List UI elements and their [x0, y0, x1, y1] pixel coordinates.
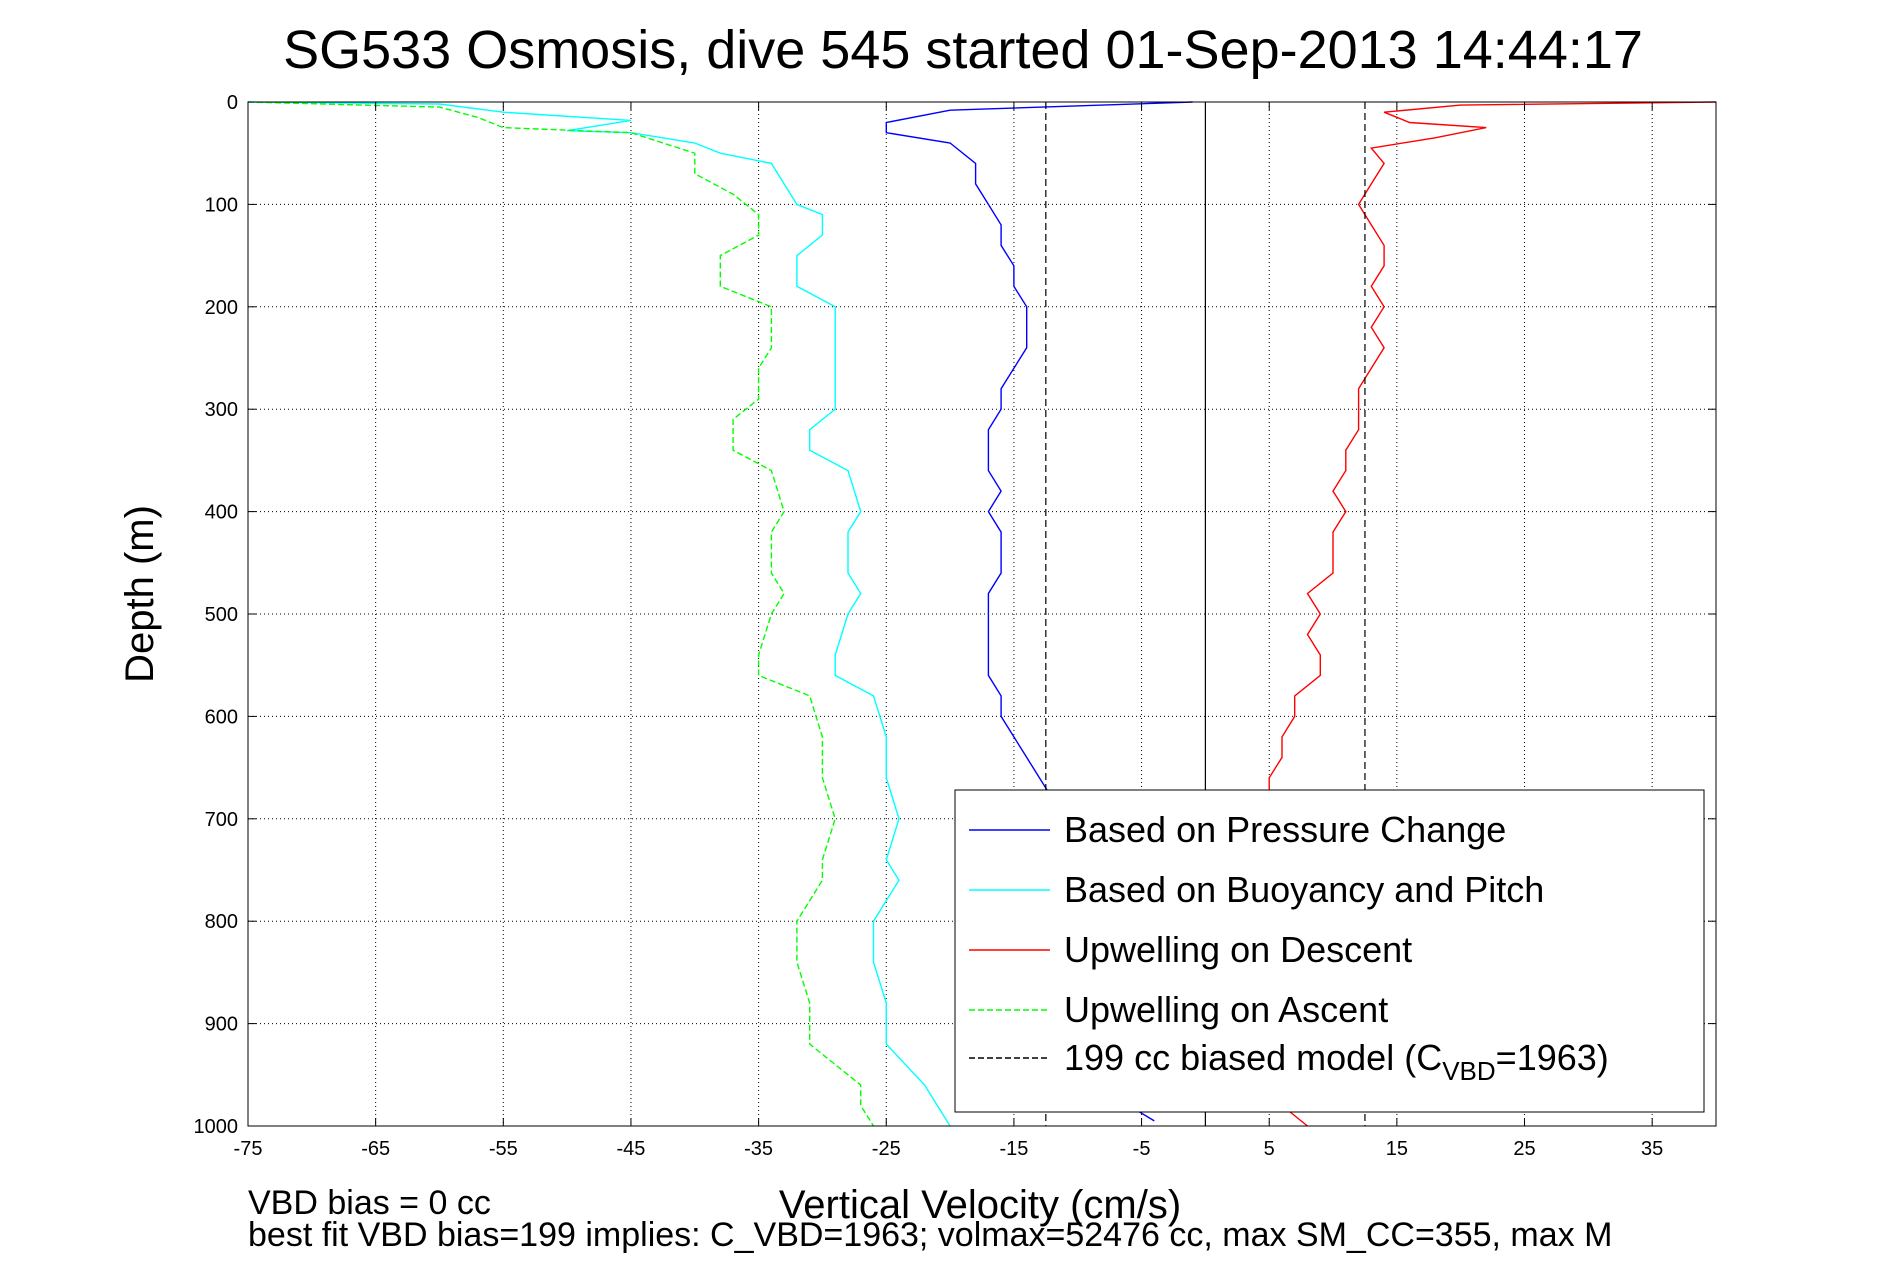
x-tick-label: -25: [872, 1138, 901, 1160]
y-tick-label: 200: [205, 297, 238, 319]
legend-label-1: Based on Pressure Change: [1064, 809, 1506, 850]
y-tick-label: 0: [227, 92, 238, 114]
x-tick-label: -65: [361, 1138, 390, 1160]
y-tick-label: 100: [205, 194, 238, 216]
legend: Based on Pressure Change Based on Buoyanc…: [954, 789, 1705, 1113]
y-axis-label: Depth (m): [118, 505, 162, 683]
legend-label-5: 199 cc biased model (CVBD=1963): [1064, 1037, 1609, 1086]
series-line-2: [247, 101, 951, 1127]
x-tick-label: -45: [617, 1138, 646, 1160]
y-tick-label: 500: [205, 604, 238, 626]
x-axis-label: Vertical Velocity (cm/s): [779, 1183, 1181, 1227]
x-tick-label: 15: [1386, 1138, 1408, 1160]
legend-box: [954, 789, 1705, 1113]
legend-label-4: Upwelling on Ascent: [1064, 989, 1388, 1030]
y-tick-label: 800: [205, 911, 238, 933]
x-tick-label: -5: [1133, 1138, 1151, 1160]
footnote-vbd-bias: VBD bias = 0 cc: [248, 1184, 491, 1222]
y-tick-label: 700: [205, 809, 238, 831]
chart-title: SG533 Osmosis, dive 545 started 01-Sep-2…: [283, 20, 1643, 80]
legend-label-2: Based on Buoyancy and Pitch: [1064, 869, 1544, 910]
x-tick-label: -35: [744, 1138, 773, 1160]
y-tick-label: 600: [205, 706, 238, 728]
x-tick-label: -55: [489, 1138, 518, 1160]
x-tick-label: -75: [234, 1138, 263, 1160]
legend-label-3: Upwelling on Descent: [1064, 929, 1412, 970]
y-tick-label: 400: [205, 502, 238, 524]
x-tick-label: 5: [1264, 1138, 1275, 1160]
x-tick-label: 25: [1513, 1138, 1535, 1160]
axis-ticks: -75 -65 -55 -45 -35 -25 -15 -5 5 15 25 350100200300…: [194, 92, 1716, 1160]
x-tick-label: 35: [1641, 1138, 1663, 1160]
series-line-4: [247, 101, 875, 1127]
y-tick-label: 1000: [194, 1116, 239, 1138]
y-tick-label: 300: [205, 399, 238, 421]
y-tick-label: 900: [205, 1014, 238, 1036]
footnote-best-fit: best fit VBD bias=199 implies: C_VBD=196…: [248, 1216, 1612, 1254]
x-tick-label: -15: [999, 1138, 1028, 1160]
